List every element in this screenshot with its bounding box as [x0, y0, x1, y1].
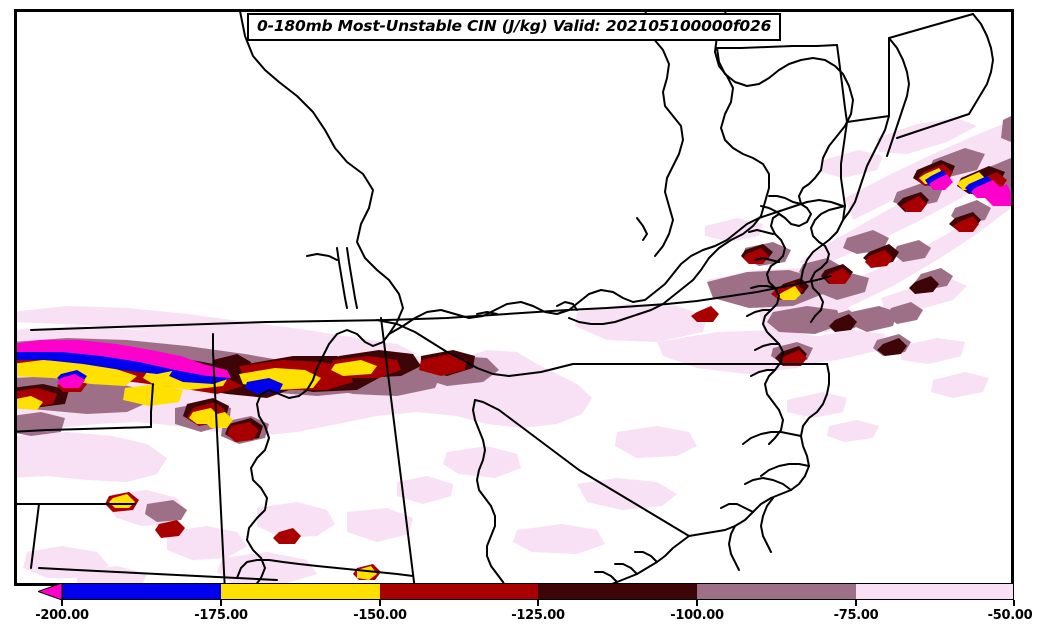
cin-contour-fills [17, 116, 1011, 583]
colorbar-tick-label: -75.00 [833, 608, 879, 623]
colorbar-tick [220, 600, 222, 606]
colorbar-tick [1013, 600, 1015, 606]
page-title: 0-180mb Most-Unstable CIN (J/kg) Valid: … [247, 13, 782, 41]
colorbar-segment-1 [221, 583, 380, 600]
colorbar-tick-label: -100.00 [670, 608, 724, 623]
colorbar-tick-label: -150.00 [353, 608, 407, 623]
colorbar-extend-min-arrow [38, 583, 62, 600]
colorbar-tick-label: -125.00 [511, 608, 565, 623]
state-and-coastline-boundaries [17, 12, 994, 583]
colorbar-tick-label: -175.00 [194, 608, 248, 623]
colorbar-segments [62, 583, 1014, 600]
colorbar-tick-label: -200.00 [35, 608, 89, 623]
colorbar-tick [537, 600, 539, 606]
colorbar-segment-4 [697, 583, 856, 600]
colorbar-tick [696, 600, 698, 606]
colorbar-segment-0 [62, 583, 221, 600]
colorbar-tick [855, 600, 857, 606]
colorbar-segment-5 [856, 583, 1014, 600]
colorbar-tick [379, 600, 381, 606]
colorbar-tick-label: -50.00 [987, 608, 1033, 623]
colorbar: -200.00 -175.00 -150.00 -125.00 -100.00 … [0, 583, 1044, 633]
colorbar-segment-2 [380, 583, 538, 600]
colorbar-tick [61, 600, 63, 606]
map-canvas [17, 12, 1011, 583]
map-frame [14, 9, 1014, 586]
colorbar-segment-3 [538, 583, 697, 600]
